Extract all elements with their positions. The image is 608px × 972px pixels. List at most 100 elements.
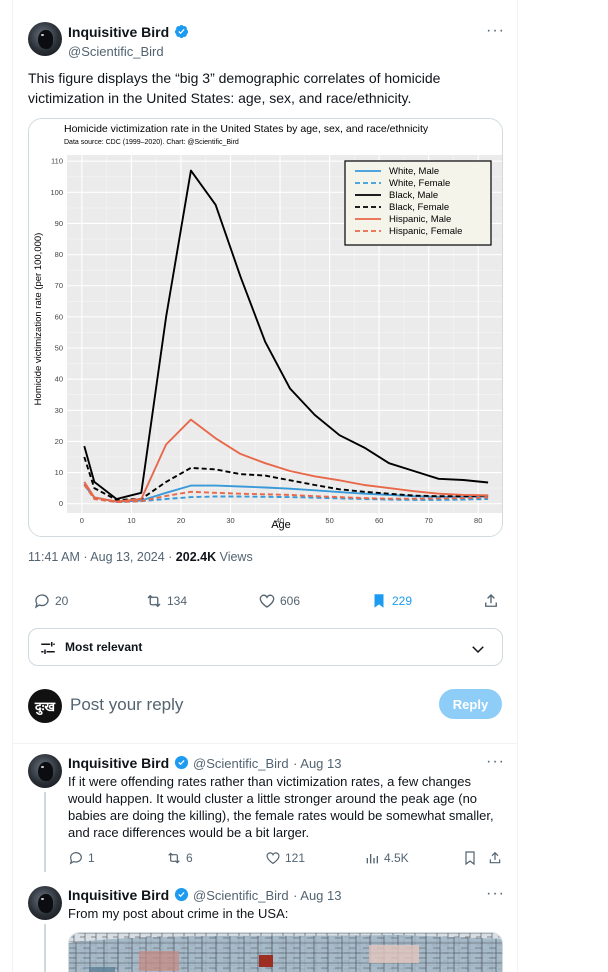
tweet-text: This figure displays the “big 3” demogra… bbox=[28, 70, 441, 106]
homicide-chart: Homicide victimization rate in the Unite… bbox=[29, 119, 502, 536]
author-handle[interactable]: @Scientific_Bird bbox=[68, 44, 164, 59]
reply1-views-count: 4.5K bbox=[384, 851, 409, 865]
reply1-like-action[interactable]: 121 bbox=[265, 850, 305, 866]
y-tick-label: 10 bbox=[55, 468, 63, 477]
author-name[interactable]: Inquisitive Bird bbox=[68, 24, 170, 40]
y-tick-label: 100 bbox=[50, 188, 63, 197]
x-tick-label: 80 bbox=[474, 516, 482, 525]
reply1-reply-count: 1 bbox=[88, 851, 95, 865]
chart-title: Homicide victimization rate in the Unite… bbox=[64, 123, 429, 135]
reply1-date[interactable]: · Aug 13 bbox=[293, 756, 342, 771]
repost-action[interactable]: 134 bbox=[145, 592, 187, 610]
legend-entry: Black, Female bbox=[389, 202, 449, 213]
reply1-views-action[interactable]: 4.5K bbox=[364, 850, 409, 866]
chart-image[interactable]: Homicide victimization rate in the Unite… bbox=[28, 118, 503, 537]
reply2-text: From my post about crime in the USA: bbox=[68, 906, 289, 921]
reply1-bookmark-action[interactable] bbox=[462, 850, 478, 866]
reply2-author-handle[interactable]: @Scientific_Bird bbox=[193, 888, 289, 903]
heart-icon bbox=[266, 852, 280, 865]
reply1-author-name[interactable]: Inquisitive Bird bbox=[68, 755, 170, 771]
reply2-map-image[interactable] bbox=[68, 932, 503, 972]
y-tick-label: 30 bbox=[55, 406, 63, 415]
chevron-down-icon bbox=[472, 646, 484, 654]
y-tick-label: 0 bbox=[59, 499, 63, 508]
reply1-header: Inquisitive Bird @Scientific_Bird · Aug … bbox=[68, 755, 342, 773]
y-tick-label: 110 bbox=[51, 157, 63, 166]
tweet-timestamp: 11:41 AM · Aug 13, 2024 · 202.4K Views bbox=[28, 550, 253, 564]
repost-icon bbox=[147, 594, 161, 608]
bookmark-action[interactable]: 229 bbox=[370, 592, 412, 610]
reply-count: 20 bbox=[55, 594, 69, 608]
legend-entry: Hispanic, Female bbox=[389, 226, 462, 237]
author-block: Inquisitive Bird @Scientific_Bird bbox=[68, 24, 189, 59]
x-tick-label: 60 bbox=[375, 516, 383, 525]
share-icon bbox=[489, 851, 501, 864]
reply2-avatar[interactable] bbox=[28, 886, 62, 920]
divider bbox=[12, 743, 518, 744]
reply2-author-name[interactable]: Inquisitive Bird bbox=[68, 887, 170, 903]
map-image-icon bbox=[69, 933, 502, 972]
views-count: 202.4K bbox=[175, 550, 217, 564]
sliders-icon bbox=[41, 642, 55, 654]
chart-subtitle: Data source: CDC (1999–2020). Chart: @Sc… bbox=[64, 139, 239, 146]
reply2-date[interactable]: · Aug 13 bbox=[293, 888, 342, 903]
more-options-icon[interactable]: ··· bbox=[486, 753, 505, 770]
x-tick-label: 40 bbox=[276, 516, 284, 525]
more-options-icon[interactable]: ··· bbox=[486, 22, 505, 39]
reply1-text: If it were offending rates rather than v… bbox=[68, 774, 494, 840]
series-line-hispanic-female bbox=[83, 484, 489, 504]
reply-action[interactable]: 20 bbox=[33, 592, 68, 610]
reply1-reply-action[interactable]: 1 bbox=[68, 850, 95, 866]
views-label: Views bbox=[216, 550, 253, 564]
reply-button[interactable]: Reply bbox=[439, 689, 502, 719]
y-tick-label: 60 bbox=[55, 312, 63, 321]
verified-badge-icon bbox=[174, 887, 188, 902]
x-tick-label: 70 bbox=[425, 516, 433, 525]
verified-badge-icon bbox=[174, 755, 188, 770]
reply-icon bbox=[34, 594, 49, 609]
legend-entry: Black, Male bbox=[389, 190, 438, 201]
y-tick-label: 50 bbox=[55, 344, 63, 353]
legend-box bbox=[344, 160, 492, 246]
reply1-repost-count: 6 bbox=[186, 851, 193, 865]
x-tick-label: 50 bbox=[325, 516, 333, 525]
reply-input[interactable]: Post your reply bbox=[70, 695, 184, 714]
more-options-icon[interactable]: ··· bbox=[486, 885, 505, 902]
x-tick-label: 10 bbox=[127, 516, 135, 525]
x-tick-label: 30 bbox=[226, 516, 234, 525]
composer-avatar[interactable]: दुःख bbox=[28, 689, 62, 723]
thread-line bbox=[44, 792, 46, 872]
views-chart-icon bbox=[366, 854, 378, 864]
author-avatar[interactable] bbox=[28, 22, 62, 56]
legend-entry: White, Male bbox=[389, 166, 439, 177]
timeline-column bbox=[12, 0, 518, 972]
reply1-avatar[interactable] bbox=[28, 754, 62, 788]
y-tick-label: 90 bbox=[55, 219, 63, 228]
x-axis-label: Age bbox=[271, 519, 291, 531]
legend-entry: Hispanic, Male bbox=[389, 214, 451, 225]
thread-line bbox=[44, 924, 46, 972]
repost-icon bbox=[168, 852, 180, 864]
bookmark-icon bbox=[465, 851, 475, 866]
bookmark-count: 229 bbox=[392, 594, 413, 608]
y-axis-label: Homicide victimization rate (per 100,000… bbox=[33, 233, 44, 406]
heart-icon bbox=[259, 594, 275, 608]
reply1-share-action[interactable] bbox=[487, 850, 503, 866]
reply1-repost-action[interactable]: 6 bbox=[166, 850, 193, 866]
reply2-header: Inquisitive Bird @Scientific_Bird · Aug … bbox=[68, 887, 342, 905]
share-icon bbox=[485, 594, 497, 607]
like-action[interactable]: 606 bbox=[258, 592, 300, 610]
series-line-black-female bbox=[83, 456, 489, 501]
share-action[interactable] bbox=[482, 592, 500, 610]
sort-replies-dropdown[interactable]: Most relevant bbox=[28, 628, 503, 666]
reply1-author-handle[interactable]: @Scientific_Bird bbox=[193, 756, 289, 771]
x-tick-label: 20 bbox=[177, 516, 185, 525]
timestamp-text[interactable]: 11:41 AM · Aug 13, 2024 · bbox=[28, 550, 176, 564]
reply1-like-count: 121 bbox=[285, 851, 306, 865]
series-line-black-male bbox=[83, 169, 489, 500]
verified-badge-icon bbox=[174, 24, 188, 39]
y-tick-label: 40 bbox=[55, 375, 63, 384]
legend-entry: White, Female bbox=[389, 178, 450, 189]
repost-count: 134 bbox=[167, 594, 188, 608]
series-line-hispanic-male bbox=[83, 418, 489, 503]
